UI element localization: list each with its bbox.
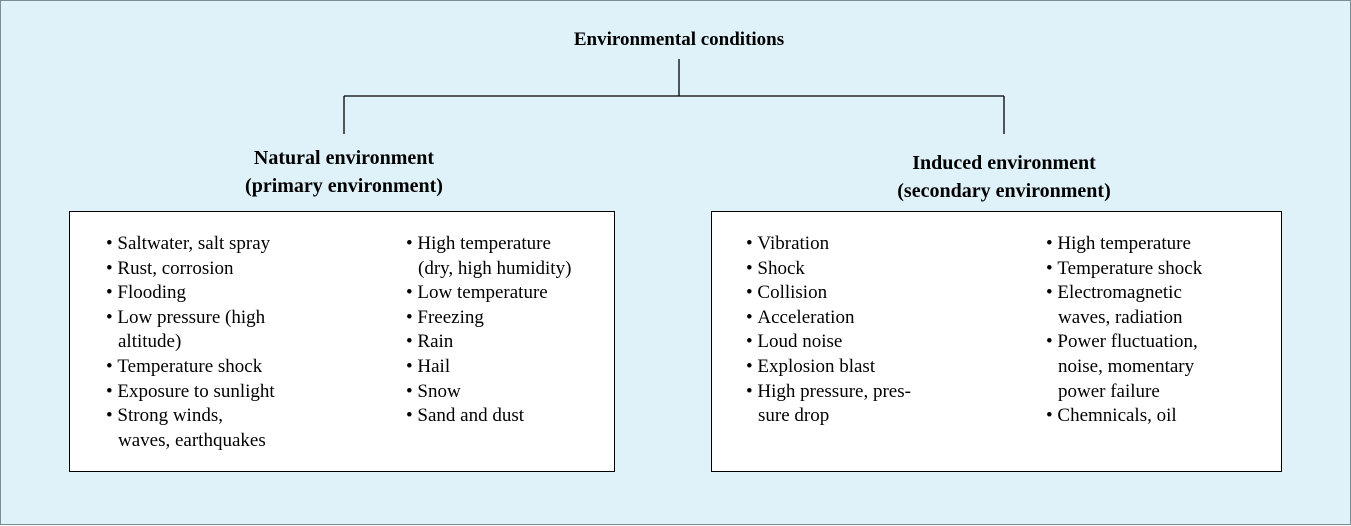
list-item: Shock [746,257,911,282]
item-text: power failure [1058,380,1160,402]
item-column: Saltwater, salt sprayRust, corrosionFloo… [106,232,275,453]
item-text: Collision [746,281,911,306]
list-item: Rain [406,330,571,355]
list-item: High temperature [1046,232,1202,257]
branch-heading: Natural environment (primary environment) [144,144,544,200]
branch-heading: Induced environment (secondary environmen… [804,149,1204,205]
item-column: High temperature(dry, high humidity)Low … [406,232,571,429]
list-item: Explosion blast [746,355,911,380]
list-item: Temperature shock [106,355,275,380]
item-text: Shock [746,257,911,282]
item-text: altitude) [118,331,182,353]
list-item: Low temperature [406,281,571,306]
item-text: Acceleration [746,306,911,331]
item-text: Rain [406,330,571,355]
list-item: Hail [406,355,571,380]
list-item: Loud noise [746,330,911,355]
item-text: Temperature shock [1046,257,1202,282]
item-text: Power fluctuation, [1046,330,1202,355]
list-item: High temperature(dry, high humidity) [406,232,571,281]
list-item: Strong winds,waves, earthquakes [106,404,275,453]
item-text: Sand and dust [406,404,571,429]
item-text: High temperature [1046,232,1202,257]
list-item: Temperature shock [1046,257,1202,282]
heading-line: (secondary environment) [897,180,1111,202]
item-text: Low pressure (high [106,306,275,331]
item-text: High temperature [406,232,571,257]
list-item: Collision [746,281,911,306]
item-text: Loud noise [746,330,911,355]
heading-line: Induced environment [912,152,1096,174]
list-item: Power fluctuation,noise, momentary power … [1046,330,1202,404]
item-text: Rust, corrosion [106,257,275,282]
heading-line: (primary environment) [245,175,443,197]
list-item: Saltwater, salt spray [106,232,275,257]
item-text: Vibration [746,232,911,257]
item-text: Saltwater, salt spray [106,232,275,257]
list-item: Rust, corrosion [106,257,275,282]
list-item: Vibration [746,232,911,257]
item-text: Temperature shock [106,355,275,380]
item-text: waves, earthquakes [118,429,266,451]
item-text: noise, momentary [1058,355,1195,377]
list-item: Exposure to sunlight [106,380,274,405]
heading-line: Natural environment [253,147,435,169]
list-item: Chemnicals, oil [1046,404,1202,429]
item-text: Hail [406,355,571,380]
item-text: Low temperature [406,281,571,306]
item-column: VibrationShockCollisionAccelerationLoud … [746,232,911,429]
item-box: VibrationShockCollisionAccelerationLoud … [711,211,1282,472]
list-item: Flooding [106,281,275,306]
item-text: Flooding [106,281,275,306]
list-item: Snow [406,380,571,405]
item-text: Strong winds, [106,404,275,429]
item-text: Electromagnetic [1046,281,1202,306]
item-text: waves, radiation [1058,306,1183,328]
item-text: Freezing [406,306,571,331]
list-item: Sand and dust [406,404,571,429]
item-text: High pressure, pres- [746,380,911,405]
item-text: sure drop [758,405,830,427]
item-text: (dry, high humidity) [418,257,572,279]
root-title: Environmental conditions [573,29,785,50]
list-item: Acceleration [746,306,911,331]
item-text: Snow [406,380,571,405]
list-item: Freezing [406,306,571,331]
item-text: Exposure to sunlight [106,380,274,405]
item-text: Chemnicals, oil [1046,404,1202,429]
item-column: High temperatureTemperature shockElectro… [1046,232,1202,429]
list-item: High pressure, pres-sure drop [746,380,911,429]
item-text: Explosion blast [746,355,911,380]
item-box: Saltwater, salt sprayRust, corrosionFloo… [69,211,615,472]
